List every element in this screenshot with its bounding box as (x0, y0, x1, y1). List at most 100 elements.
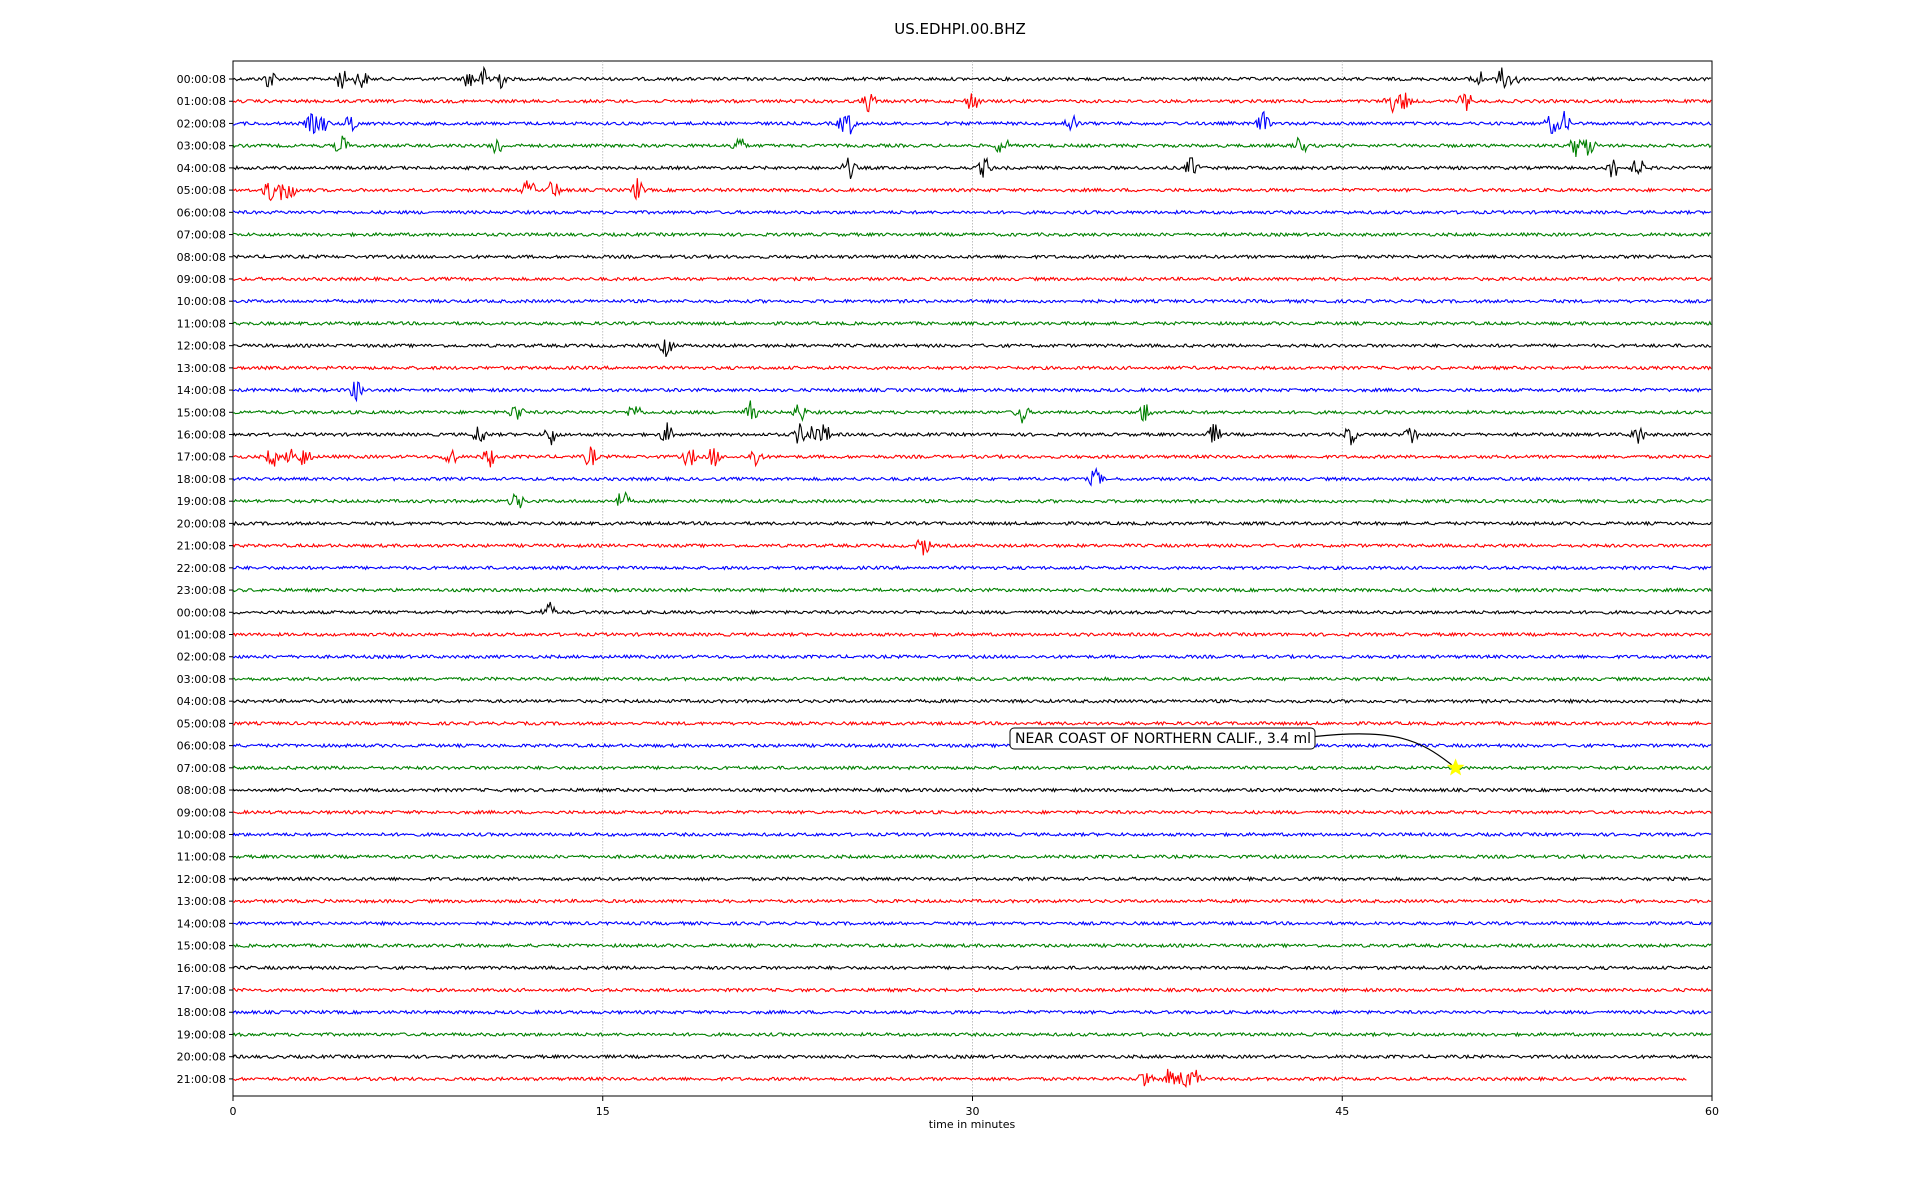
y-tick-label: 00:00:08 (177, 73, 226, 86)
trace-row (232, 1009, 1712, 1016)
annotation-box (1009, 727, 1316, 750)
trace-row (232, 587, 1712, 593)
trace-row (232, 565, 1712, 571)
trace-row (232, 446, 1712, 468)
trace-row (232, 653, 1712, 660)
trace-row (232, 601, 1712, 616)
trace-row (232, 491, 1712, 509)
y-tick-label: 12:00:08 (177, 873, 226, 886)
trace-row (232, 787, 1712, 793)
y-tick-label: 17:00:08 (177, 451, 226, 464)
trace-row (232, 831, 1712, 838)
y-tick-label: 17:00:08 (177, 984, 226, 997)
x-tick-label: 60 (1705, 1105, 1719, 1118)
trace-row (232, 276, 1712, 283)
trace-row (232, 898, 1712, 904)
y-tick-label: 10:00:08 (177, 828, 226, 841)
y-tick-label: 01:00:08 (177, 629, 226, 642)
y-tick-label: 13:00:08 (177, 895, 226, 908)
trace-row (232, 676, 1712, 682)
grid-lines (602, 61, 1343, 1096)
y-tick-label: 16:00:08 (177, 429, 226, 442)
y-tick-label: 01:00:08 (177, 95, 226, 108)
y-tick-label: 06:00:08 (177, 206, 226, 219)
y-tick-label: 14:00:08 (177, 917, 226, 930)
y-tick-label: 06:00:08 (177, 740, 226, 753)
y-tick-label: 09:00:08 (177, 273, 226, 286)
y-tick-label: 15:00:08 (177, 406, 226, 419)
y-tick-label: 16:00:08 (177, 962, 226, 975)
trace-row (232, 422, 1712, 446)
trace-row (232, 765, 1712, 771)
trace-row (232, 400, 1712, 424)
y-tick-label: 08:00:08 (177, 784, 226, 797)
trace-row (232, 520, 1712, 527)
trace-row (232, 65, 1712, 90)
trace-row (233, 110, 1712, 135)
y-tick-label: 14:00:08 (177, 384, 226, 397)
trace-row (232, 720, 1712, 727)
trace-row (232, 631, 1712, 638)
trace-row (232, 920, 1712, 927)
y-tick-label: 10:00:08 (177, 295, 226, 308)
trace-row (232, 178, 1712, 202)
y-tick-label: 20:00:08 (177, 1051, 226, 1064)
y-tick-label: 11:00:08 (177, 851, 226, 864)
x-tick-label: 0 (230, 1105, 237, 1118)
trace-row (232, 365, 1712, 371)
trace-row (232, 253, 1712, 260)
y-tick-label: 07:00:08 (177, 762, 226, 775)
y-tick-label: 20:00:08 (177, 517, 226, 530)
event-star-marker (1446, 758, 1465, 776)
y-tick-label: 07:00:08 (177, 229, 226, 242)
trace-row (232, 742, 1712, 749)
y-tick-label: 21:00:08 (177, 540, 226, 553)
trace-row (232, 987, 1712, 993)
y-tick-label: 23:00:08 (177, 584, 226, 597)
y-tick-label: 04:00:08 (177, 695, 226, 708)
y-tick-label: 02:00:08 (177, 117, 226, 130)
trace-row (232, 1031, 1712, 1038)
y-tick-label: 04:00:08 (177, 162, 226, 175)
trace-row (232, 1053, 1712, 1060)
trace-row (232, 320, 1712, 327)
trace-row (232, 875, 1712, 882)
y-tick-label: 13:00:08 (177, 362, 226, 375)
trace-row (232, 809, 1712, 816)
y-tick-label: 03:00:08 (177, 140, 226, 153)
trace-row (232, 538, 1712, 556)
x-tick-label: 30 (966, 1105, 980, 1118)
x-tick-label: 45 (1335, 1105, 1349, 1118)
trace-group (232, 65, 1712, 1088)
y-tick-label: 11:00:08 (177, 317, 226, 330)
trace-row (232, 209, 1712, 216)
x-axis-label: time in minutes (929, 1118, 1016, 1131)
event-annotation: NEAR COAST OF NORTHERN CALIF., 3.4 ml (1009, 727, 1465, 776)
trace-row (232, 853, 1712, 860)
y-tick-label: 03:00:08 (177, 673, 226, 686)
trace-row (232, 965, 1712, 971)
trace-row (233, 231, 1712, 238)
y-tick-label: 15:00:08 (177, 940, 226, 953)
y-tick-label: 22:00:08 (177, 562, 226, 575)
trace-row (232, 942, 1712, 949)
y-tick-label: 00:00:08 (177, 606, 226, 619)
trace-row (232, 92, 1712, 115)
trace-row (232, 381, 1712, 403)
y-tick-label: 19:00:08 (177, 495, 226, 508)
chart-title: US.EDHPI.00.BHZ (894, 20, 1026, 38)
trace-row (232, 698, 1712, 705)
x-ticks: 0 15 30 45 60 (230, 1096, 1719, 1118)
x-tick-label: 15 (596, 1105, 610, 1118)
y-tick-label: 18:00:08 (177, 1006, 226, 1019)
y-tick-label: 18:00:08 (177, 473, 226, 486)
y-tick-label: 08:00:08 (177, 251, 226, 264)
trace-row (232, 466, 1712, 487)
trace-row (232, 1068, 1687, 1088)
y-tick-label: 21:00:08 (177, 1073, 226, 1086)
y-tick-label: 05:00:08 (177, 717, 226, 730)
y-tick-label: 09:00:08 (177, 806, 226, 819)
trace-row (232, 135, 1712, 158)
y-tick-label: 19:00:08 (177, 1028, 226, 1041)
